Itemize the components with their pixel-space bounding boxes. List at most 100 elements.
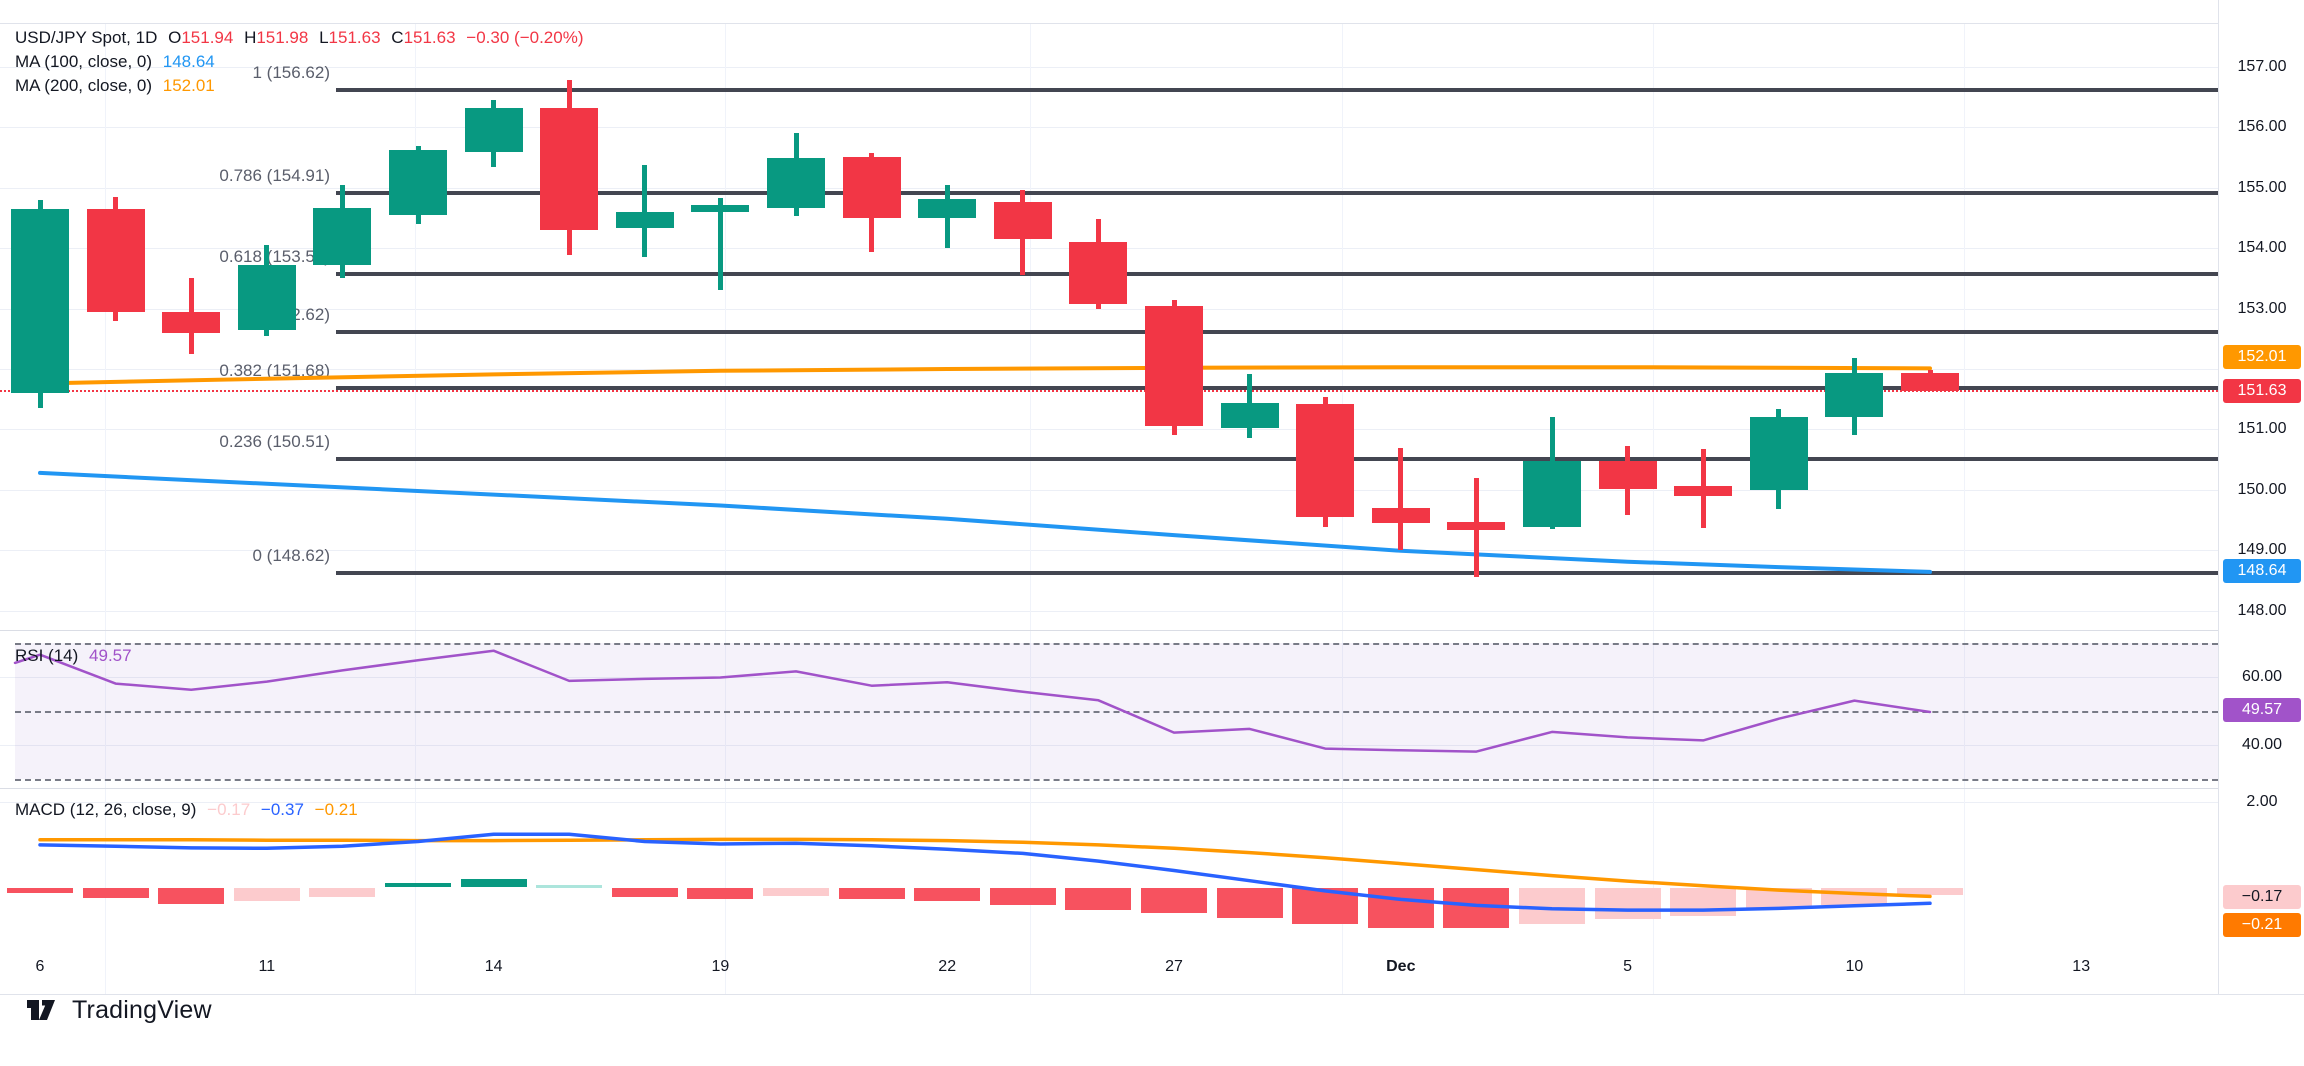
macd-histogram-bar xyxy=(158,887,225,905)
price-gridline xyxy=(0,187,2218,189)
macd-histogram-bar xyxy=(82,887,149,899)
rsi-label: RSI (14) xyxy=(15,646,79,665)
candle-body[interactable] xyxy=(1145,305,1203,426)
macd-histogram-bar xyxy=(7,887,73,894)
rsi-gridline xyxy=(0,744,2218,746)
fib-level-line[interactable] xyxy=(336,386,2218,391)
candle-body[interactable] xyxy=(1674,485,1733,496)
symbol-legend: USD/JPY Spot, 1D O151.94 H151.98 L151.63… xyxy=(15,28,590,48)
open-label: O xyxy=(168,28,182,47)
candle-body[interactable] xyxy=(237,265,296,330)
candle-body[interactable] xyxy=(1598,461,1657,489)
candle-body[interactable] xyxy=(1749,416,1808,491)
macd-hist-value: −0.17 xyxy=(207,800,251,819)
price-axis-tick: 154.00 xyxy=(2237,239,2287,257)
macd-line xyxy=(38,832,1932,912)
time-gridline xyxy=(1030,23,1031,994)
pane-separator-rsi-macd[interactable] xyxy=(0,788,2304,789)
close-value: 151.63 xyxy=(403,28,456,47)
price-gridline xyxy=(0,127,2218,129)
candle-body[interactable] xyxy=(1371,507,1430,523)
candle-body[interactable] xyxy=(86,208,145,312)
high-label: H xyxy=(244,28,257,47)
price-axis-tick: 148.00 xyxy=(2237,601,2287,619)
candle-body[interactable] xyxy=(1901,372,1959,392)
rsi-level-dashed-line xyxy=(15,642,2218,645)
candle-body[interactable] xyxy=(1523,461,1581,528)
candle-body[interactable] xyxy=(767,158,825,209)
fib-level-label: 1 (156.62) xyxy=(252,62,331,82)
pane-separator-main-rsi[interactable] xyxy=(0,630,2304,631)
fib-level-label: 0.618 (153.57) xyxy=(219,247,330,267)
high-value: 151.98 xyxy=(256,28,309,47)
chart-plot-area[interactable]: USD/JPY Spot, 1D O151.94 H151.98 L151.63… xyxy=(0,0,2218,994)
candle-body[interactable] xyxy=(1069,242,1128,304)
candle-body[interactable] xyxy=(11,208,69,394)
price-axis-badge: 152.01 xyxy=(2223,345,2301,369)
candle-body[interactable] xyxy=(540,108,599,231)
macd-histogram-bar xyxy=(687,887,754,900)
price-axis-badge: 49.57 xyxy=(2223,698,2301,722)
time-gridline xyxy=(1964,23,1965,994)
macd-histogram-bar xyxy=(1367,887,1434,928)
candle-body[interactable] xyxy=(1220,403,1279,429)
change-value: −0.30 (−0.20%) xyxy=(466,28,584,47)
price-axis-badge: −0.17 xyxy=(2223,885,2301,909)
low-value: 151.63 xyxy=(328,28,381,47)
time-axis-label: Dec xyxy=(1386,958,1416,975)
rsi-level-dashed-line xyxy=(15,778,2218,781)
fib-level-line[interactable] xyxy=(336,329,2218,334)
candle-body[interactable] xyxy=(691,205,750,212)
candle-body[interactable] xyxy=(918,198,977,218)
ma200-label: MA (200, close, 0) xyxy=(15,76,153,95)
price-axis-badge: −0.21 xyxy=(2223,913,2301,937)
price-gridline xyxy=(0,429,2218,431)
rsi-value: 49.57 xyxy=(89,646,132,665)
fib-level-line[interactable] xyxy=(336,87,2218,92)
rsi-legend: RSI (14) 49.57 xyxy=(15,646,138,666)
macd-histogram-bar xyxy=(536,884,603,888)
candle-body[interactable] xyxy=(313,207,372,266)
candle-body[interactable] xyxy=(993,201,1052,239)
candle-body[interactable] xyxy=(464,108,523,153)
ma200-line xyxy=(38,365,1932,386)
candle-wick[interactable] xyxy=(717,198,723,291)
price-gridline xyxy=(0,550,2218,552)
ma100-legend: MA (100, close, 0) 148.64 xyxy=(15,52,221,72)
time-gridline xyxy=(415,23,416,994)
tradingview-logo-icon xyxy=(27,1000,55,1020)
macd-label: MACD (12, 26, close, 9) xyxy=(15,800,197,819)
price-gridline xyxy=(0,489,2218,491)
fib-level-line[interactable] xyxy=(336,272,2218,277)
candle-body[interactable] xyxy=(1447,522,1506,531)
macd-histogram-bar xyxy=(1065,887,1132,910)
close-label: C xyxy=(391,28,404,47)
fib-level-line[interactable] xyxy=(336,456,2218,461)
time-gridline xyxy=(105,23,106,994)
candle-body[interactable] xyxy=(1825,373,1884,418)
low-label: L xyxy=(319,28,329,47)
candle-wick[interactable] xyxy=(1398,448,1404,551)
fib-level-label: 0.786 (154.91) xyxy=(219,166,330,186)
time-axis-label: 13 xyxy=(2072,958,2091,975)
candle-body[interactable] xyxy=(842,156,901,218)
time-axis-label: 5 xyxy=(1623,958,1633,975)
candle-body[interactable] xyxy=(389,150,447,215)
ma100-label: MA (100, close, 0) xyxy=(15,52,153,71)
time-gridline xyxy=(725,23,726,994)
brand-name: TradingView xyxy=(72,995,212,1024)
price-axis[interactable]: 157.00 156.00 155.00 154.00 153.00 151.00 150.… xyxy=(2218,0,2304,994)
candle-body[interactable] xyxy=(615,211,674,229)
ma200-value: 152.01 xyxy=(162,76,215,95)
macd-histogram-bar xyxy=(989,887,1056,905)
price-axis-tick: 150.00 xyxy=(2237,480,2287,498)
candle-body[interactable] xyxy=(1296,404,1355,517)
candle-wick[interactable] xyxy=(642,165,648,258)
candle-body[interactable] xyxy=(162,311,221,333)
macd-histogram-bar xyxy=(914,887,981,902)
fib-level-line[interactable] xyxy=(336,191,2218,196)
price-axis-tick: 2.00 xyxy=(2246,793,2278,811)
fib-level-line[interactable] xyxy=(336,571,2218,576)
price-axis-tick: 157.00 xyxy=(2237,58,2287,75)
